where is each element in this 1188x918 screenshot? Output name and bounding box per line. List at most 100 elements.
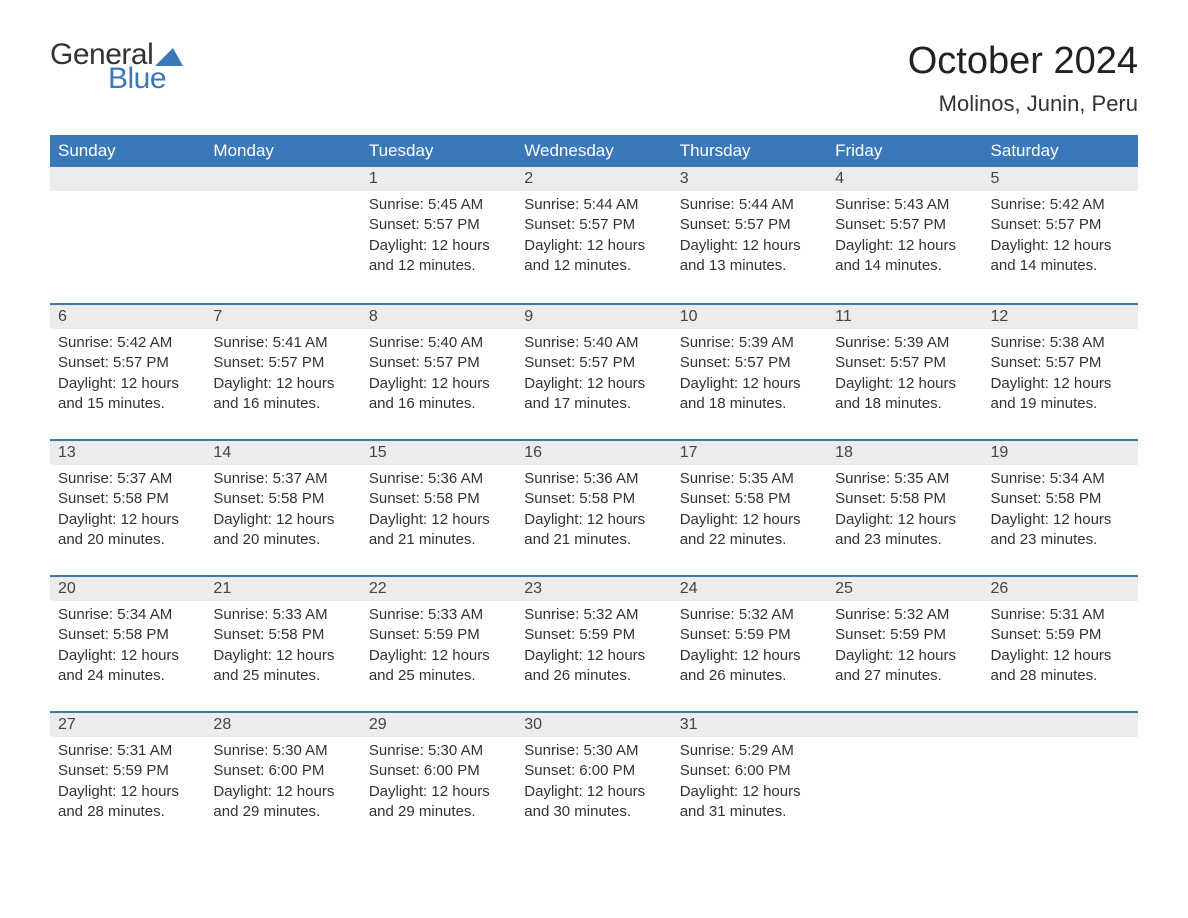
day-number: 27 bbox=[50, 713, 205, 737]
day-number: 29 bbox=[361, 713, 516, 737]
day-cell: 6Sunrise: 5:42 AMSunset: 5:57 PMDaylight… bbox=[50, 305, 205, 439]
sunset-line: Sunset: 5:58 PM bbox=[369, 489, 508, 509]
sunset-line: Sunset: 5:59 PM bbox=[680, 625, 819, 645]
day-number: 31 bbox=[672, 713, 827, 737]
daylight-line: Daylight: 12 hours and 26 minutes. bbox=[524, 646, 663, 687]
daylight-line: Daylight: 12 hours and 25 minutes. bbox=[369, 646, 508, 687]
daylight-line: Daylight: 12 hours and 16 minutes. bbox=[213, 374, 352, 415]
weekday-friday: Friday bbox=[827, 135, 982, 167]
daylight-line: Daylight: 12 hours and 26 minutes. bbox=[680, 646, 819, 687]
day-cell: 20Sunrise: 5:34 AMSunset: 5:58 PMDayligh… bbox=[50, 577, 205, 711]
sunrise-line: Sunrise: 5:39 AM bbox=[680, 333, 819, 353]
sunset-line: Sunset: 6:00 PM bbox=[680, 761, 819, 781]
day-number: 13 bbox=[50, 441, 205, 465]
day-details: Sunrise: 5:41 AMSunset: 5:57 PMDaylight:… bbox=[205, 329, 360, 424]
day-cell: 30Sunrise: 5:30 AMSunset: 6:00 PMDayligh… bbox=[516, 713, 671, 847]
sunset-line: Sunset: 5:58 PM bbox=[835, 489, 974, 509]
sunset-line: Sunset: 5:58 PM bbox=[58, 489, 197, 509]
sunrise-line: Sunrise: 5:32 AM bbox=[835, 605, 974, 625]
sunset-line: Sunset: 5:57 PM bbox=[835, 353, 974, 373]
day-details: Sunrise: 5:44 AMSunset: 5:57 PMDaylight:… bbox=[672, 191, 827, 286]
weekday-tuesday: Tuesday bbox=[361, 135, 516, 167]
sunrise-line: Sunrise: 5:33 AM bbox=[369, 605, 508, 625]
title-block: October 2024 Molinos, Junin, Peru bbox=[908, 40, 1138, 117]
sunset-line: Sunset: 6:00 PM bbox=[369, 761, 508, 781]
day-details: Sunrise: 5:30 AMSunset: 6:00 PMDaylight:… bbox=[205, 737, 360, 832]
day-details: Sunrise: 5:30 AMSunset: 6:00 PMDaylight:… bbox=[361, 737, 516, 832]
daylight-line: Daylight: 12 hours and 15 minutes. bbox=[58, 374, 197, 415]
daylight-line: Daylight: 12 hours and 29 minutes. bbox=[213, 782, 352, 823]
day-cell: 18Sunrise: 5:35 AMSunset: 5:58 PMDayligh… bbox=[827, 441, 982, 575]
weekday-wednesday: Wednesday bbox=[516, 135, 671, 167]
week-row: 1Sunrise: 5:45 AMSunset: 5:57 PMDaylight… bbox=[50, 167, 1138, 303]
sunrise-line: Sunrise: 5:33 AM bbox=[213, 605, 352, 625]
day-details bbox=[205, 191, 360, 291]
sunset-line: Sunset: 5:57 PM bbox=[991, 215, 1130, 235]
day-number: 18 bbox=[827, 441, 982, 465]
logo-text-blue: Blue bbox=[108, 64, 183, 94]
sunset-line: Sunset: 5:57 PM bbox=[369, 215, 508, 235]
day-cell: 16Sunrise: 5:36 AMSunset: 5:58 PMDayligh… bbox=[516, 441, 671, 575]
sunset-line: Sunset: 5:59 PM bbox=[369, 625, 508, 645]
sunset-line: Sunset: 5:57 PM bbox=[680, 353, 819, 373]
sunrise-line: Sunrise: 5:30 AM bbox=[524, 741, 663, 761]
day-cell: 3Sunrise: 5:44 AMSunset: 5:57 PMDaylight… bbox=[672, 167, 827, 303]
day-number: 3 bbox=[672, 167, 827, 191]
sunrise-line: Sunrise: 5:40 AM bbox=[524, 333, 663, 353]
sunset-line: Sunset: 6:00 PM bbox=[524, 761, 663, 781]
day-number: 14 bbox=[205, 441, 360, 465]
day-details: Sunrise: 5:32 AMSunset: 5:59 PMDaylight:… bbox=[827, 601, 982, 696]
day-details: Sunrise: 5:39 AMSunset: 5:57 PMDaylight:… bbox=[827, 329, 982, 424]
day-number: 10 bbox=[672, 305, 827, 329]
daylight-line: Daylight: 12 hours and 17 minutes. bbox=[524, 374, 663, 415]
day-cell: 29Sunrise: 5:30 AMSunset: 6:00 PMDayligh… bbox=[361, 713, 516, 847]
day-details: Sunrise: 5:42 AMSunset: 5:57 PMDaylight:… bbox=[983, 191, 1138, 286]
sunset-line: Sunset: 5:58 PM bbox=[991, 489, 1130, 509]
daylight-line: Daylight: 12 hours and 14 minutes. bbox=[991, 236, 1130, 277]
sunset-line: Sunset: 5:57 PM bbox=[58, 353, 197, 373]
day-details: Sunrise: 5:29 AMSunset: 6:00 PMDaylight:… bbox=[672, 737, 827, 832]
day-cell: 26Sunrise: 5:31 AMSunset: 5:59 PMDayligh… bbox=[983, 577, 1138, 711]
sunset-line: Sunset: 5:59 PM bbox=[835, 625, 974, 645]
day-number: 16 bbox=[516, 441, 671, 465]
day-cell: 24Sunrise: 5:32 AMSunset: 5:59 PMDayligh… bbox=[672, 577, 827, 711]
day-cell: 1Sunrise: 5:45 AMSunset: 5:57 PMDaylight… bbox=[361, 167, 516, 303]
day-cell-empty bbox=[50, 167, 205, 303]
day-details bbox=[827, 737, 982, 837]
day-cell: 12Sunrise: 5:38 AMSunset: 5:57 PMDayligh… bbox=[983, 305, 1138, 439]
day-details: Sunrise: 5:43 AMSunset: 5:57 PMDaylight:… bbox=[827, 191, 982, 286]
logo: General Blue bbox=[50, 40, 183, 94]
daylight-line: Daylight: 12 hours and 28 minutes. bbox=[58, 782, 197, 823]
sunrise-line: Sunrise: 5:37 AM bbox=[58, 469, 197, 489]
sunset-line: Sunset: 5:58 PM bbox=[213, 625, 352, 645]
day-number: 6 bbox=[50, 305, 205, 329]
weeks-container: 1Sunrise: 5:45 AMSunset: 5:57 PMDaylight… bbox=[50, 167, 1138, 847]
week-row: 27Sunrise: 5:31 AMSunset: 5:59 PMDayligh… bbox=[50, 711, 1138, 847]
sunrise-line: Sunrise: 5:42 AM bbox=[991, 195, 1130, 215]
sunrise-line: Sunrise: 5:38 AM bbox=[991, 333, 1130, 353]
daylight-line: Daylight: 12 hours and 23 minutes. bbox=[835, 510, 974, 551]
day-cell: 8Sunrise: 5:40 AMSunset: 5:57 PMDaylight… bbox=[361, 305, 516, 439]
day-cell: 5Sunrise: 5:42 AMSunset: 5:57 PMDaylight… bbox=[983, 167, 1138, 303]
sunrise-line: Sunrise: 5:30 AM bbox=[369, 741, 508, 761]
day-details: Sunrise: 5:32 AMSunset: 5:59 PMDaylight:… bbox=[516, 601, 671, 696]
sunrise-line: Sunrise: 5:35 AM bbox=[680, 469, 819, 489]
calendar: SundayMondayTuesdayWednesdayThursdayFrid… bbox=[50, 135, 1138, 847]
sunrise-line: Sunrise: 5:34 AM bbox=[58, 605, 197, 625]
sunrise-line: Sunrise: 5:36 AM bbox=[369, 469, 508, 489]
day-cell: 2Sunrise: 5:44 AMSunset: 5:57 PMDaylight… bbox=[516, 167, 671, 303]
day-details: Sunrise: 5:33 AMSunset: 5:58 PMDaylight:… bbox=[205, 601, 360, 696]
sunrise-line: Sunrise: 5:31 AM bbox=[991, 605, 1130, 625]
sunset-line: Sunset: 5:57 PM bbox=[524, 215, 663, 235]
daylight-line: Daylight: 12 hours and 12 minutes. bbox=[524, 236, 663, 277]
day-details bbox=[983, 737, 1138, 837]
daylight-line: Daylight: 12 hours and 14 minutes. bbox=[835, 236, 974, 277]
day-cell: 25Sunrise: 5:32 AMSunset: 5:59 PMDayligh… bbox=[827, 577, 982, 711]
day-cell: 31Sunrise: 5:29 AMSunset: 6:00 PMDayligh… bbox=[672, 713, 827, 847]
day-cell-empty bbox=[827, 713, 982, 847]
sunrise-line: Sunrise: 5:34 AM bbox=[991, 469, 1130, 489]
day-number: 21 bbox=[205, 577, 360, 601]
sunrise-line: Sunrise: 5:43 AM bbox=[835, 195, 974, 215]
daylight-line: Daylight: 12 hours and 21 minutes. bbox=[369, 510, 508, 551]
sunrise-line: Sunrise: 5:45 AM bbox=[369, 195, 508, 215]
